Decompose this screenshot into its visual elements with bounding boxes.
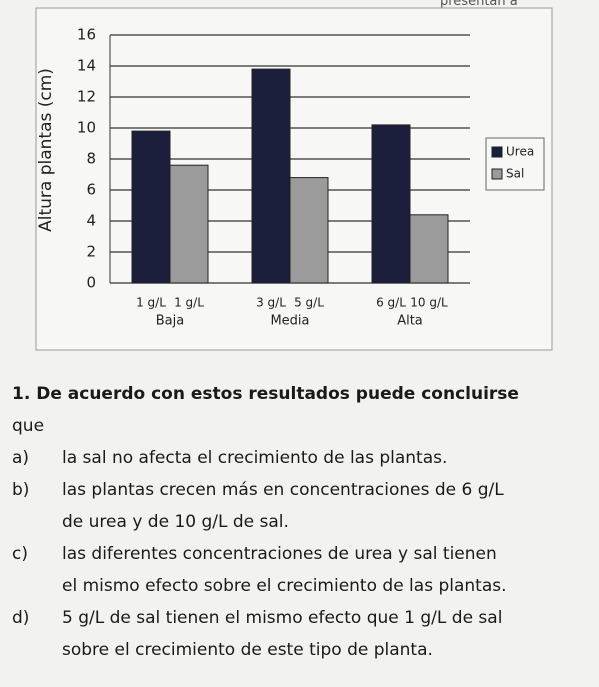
legend-label: Sal	[506, 167, 524, 181]
legend-swatch	[491, 168, 503, 180]
y-tick-label: 0	[86, 274, 96, 292]
option-text: la sal no afecta el crecimiento de las p…	[62, 448, 448, 468]
bar-label: 10 g/L	[410, 296, 448, 310]
y-tick-label: 12	[77, 88, 96, 106]
y-tick-label: 6	[86, 181, 96, 199]
question-stem: que	[12, 416, 45, 436]
y-tick-label: 2	[86, 243, 96, 261]
bar-label: 1 g/L	[174, 296, 204, 310]
bar-label: 6 g/L	[376, 296, 406, 310]
y-axis-title: Altura plantas (cm)	[36, 68, 56, 232]
option-text: sobre el crecimiento de este tipo de pla…	[62, 640, 433, 660]
option-letter: d)	[12, 608, 30, 628]
chart: Altura plantas (cm) 0 2 4 6 8 10 12 14 16 Baja 1 g…	[35, 7, 553, 351]
legend-swatch	[491, 146, 503, 158]
y-tick-label: 10	[77, 119, 96, 137]
option-text: las plantas crecen más en concentracione…	[62, 480, 504, 500]
bar	[169, 164, 209, 284]
legend-label: Urea	[506, 145, 534, 159]
bar-label: 1 g/L	[136, 296, 166, 310]
x-tick-label: Alta	[397, 314, 423, 329]
y-tick-label: 4	[86, 212, 96, 230]
option-letter: b)	[12, 480, 30, 500]
option-text: de urea y de 10 g/L de sal.	[62, 512, 289, 532]
header-fragment: presentan a	[440, 0, 518, 9]
bar	[371, 124, 411, 284]
y-tick-label: 14	[77, 57, 96, 75]
bar	[289, 177, 329, 284]
bar-label: 5 g/L	[294, 296, 324, 310]
x-tick-label: Media	[270, 314, 309, 329]
bar-label: 3 g/L	[256, 296, 286, 310]
question-stem: 1. De acuerdo con estos resultados puede…	[12, 384, 519, 404]
bar	[251, 68, 291, 284]
y-tick-label: 8	[86, 150, 96, 168]
option-letter: c)	[12, 544, 28, 564]
option-text: 5 g/L de sal tienen el mismo efecto que …	[62, 608, 503, 628]
bar	[409, 214, 449, 284]
option-text: las diferentes concentraciones de urea y…	[62, 544, 497, 564]
option-letter: a)	[12, 448, 30, 468]
option-text: el mismo efecto sobre el crecimiento de …	[62, 576, 507, 596]
y-tick-label: 16	[77, 26, 96, 44]
x-tick-label: Baja	[156, 314, 184, 329]
bar	[131, 130, 171, 284]
